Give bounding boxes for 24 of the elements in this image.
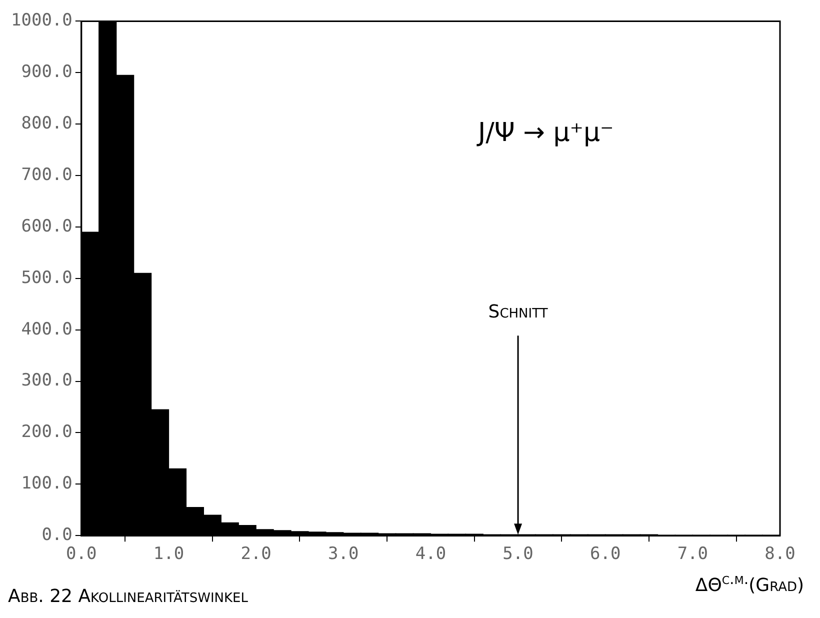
x-tick-label: 4.0 — [415, 544, 446, 564]
x-tick-label: 6.0 — [590, 544, 621, 564]
x-tick-label: 7.0 — [677, 544, 708, 564]
y-tick-label: 200.0 — [21, 422, 72, 442]
y-tick-label: 0.0 — [42, 525, 72, 546]
x-tick-label: 2.0 — [240, 544, 272, 564]
annotation: Schnitt — [488, 301, 548, 322]
x-tick-label: 5.0 — [502, 544, 534, 564]
x-tick-label: 0.0 — [66, 544, 97, 564]
y-tick-label: 800.0 — [21, 114, 72, 134]
x-axis-title: ΔΘ$^{c.m.}$(Grad) — [695, 570, 804, 596]
y-tick-label: 900.0 — [21, 62, 72, 82]
y-tick-label: 1000.0 — [10, 10, 72, 31]
y-tick-label: 300.0 — [21, 370, 72, 391]
x-tick-label: 8.0 — [764, 544, 796, 564]
caption: Abb. 22 Akollinearitätswinkel — [8, 586, 248, 607]
x-tick-label: 3.0 — [328, 544, 359, 564]
annotation: J/Ψ → μ⁺μ⁻ — [478, 118, 614, 148]
y-tick-label: 100.0 — [21, 474, 72, 494]
y-tick-label: 500.0 — [21, 268, 72, 288]
x-tick-label: 1.0 — [153, 544, 184, 564]
y-tick-label: 700.0 — [21, 164, 72, 185]
y-tick-label: 400.0 — [21, 319, 72, 340]
y-tick-label: 600.0 — [21, 216, 72, 236]
